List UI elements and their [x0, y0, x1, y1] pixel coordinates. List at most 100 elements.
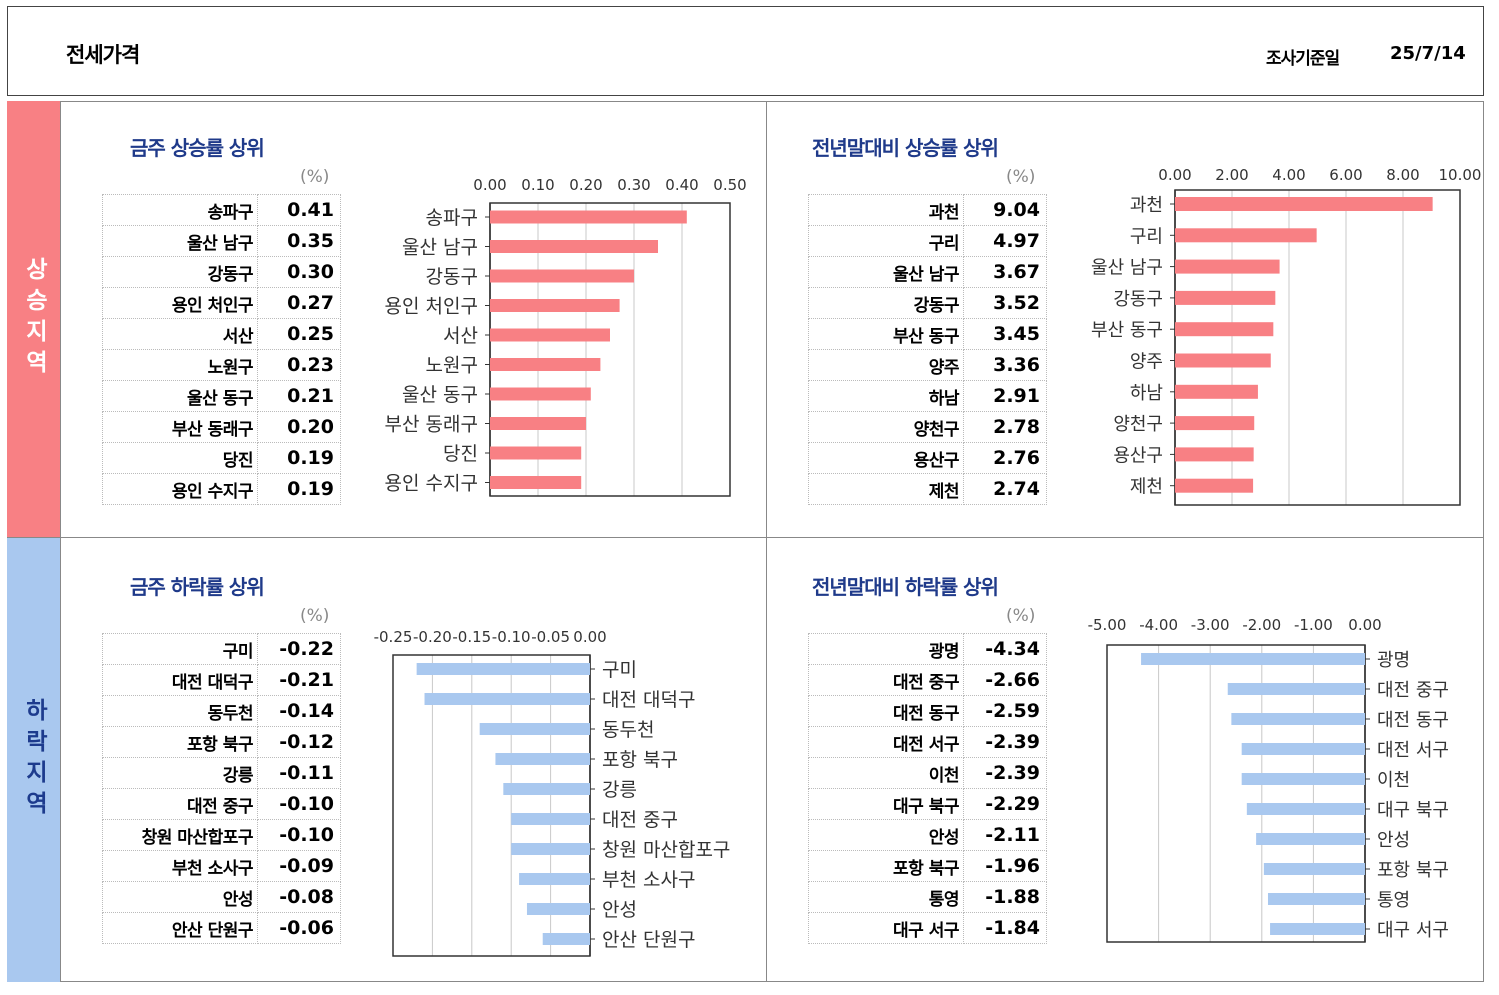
bar [511, 813, 590, 825]
ytd-rise-title: 전년말대비 상승률 상위 [812, 136, 999, 160]
category-label: 광명 [1377, 650, 1410, 671]
category-label: 안성 [602, 899, 637, 921]
table-row: 대구 서구 -1.84 [808, 912, 1047, 944]
tick-label: 6.00 [1329, 166, 1362, 184]
rate-value: -2.39 [963, 757, 1047, 789]
table-row: 대전 중구 -2.66 [808, 664, 1047, 696]
tick-label: 0.00 [1348, 616, 1381, 634]
category-label: 양주 [1130, 352, 1163, 373]
table-row: 강동구 0.30 [102, 256, 341, 288]
region-name: 통영 [808, 881, 964, 913]
rate-value: 2.91 [963, 380, 1047, 412]
table-row: 용인 수지구 0.19 [102, 473, 341, 505]
weekly-fall-table: 구미 -0.22 대전 대덕구 -0.21 동두천 -0.14 포항 북구 -0.12 강릉 -0… [102, 633, 341, 944]
rate-value: 0.41 [257, 194, 341, 226]
survey-date-label: 조사기준일 [1266, 49, 1340, 69]
bar [490, 240, 658, 253]
tick-label: -4.00 [1139, 616, 1178, 634]
unit-label: (%) [1006, 167, 1036, 187]
region-name: 울산 남구 [808, 256, 964, 288]
category-label: 포항 북구 [602, 749, 678, 771]
category-label: 안산 단원구 [602, 929, 695, 951]
category-label: 울산 남구 [1091, 258, 1163, 279]
vertical-divider [766, 101, 767, 982]
category-label: 강동구 [426, 266, 478, 288]
category-label: 양천구 [1113, 414, 1163, 435]
bar [490, 299, 620, 312]
bar [490, 328, 610, 342]
region-name: 당진 [102, 442, 258, 474]
bar [1246, 803, 1365, 815]
category-label: 구미 [602, 659, 637, 681]
rate-value: -0.14 [257, 695, 341, 727]
bar [490, 358, 601, 371]
tick-label: -5.00 [1088, 616, 1127, 634]
table-row: 안성 -2.11 [808, 819, 1047, 851]
rate-value: -0.21 [257, 664, 341, 696]
survey-date: 25/7/14 [1390, 43, 1466, 64]
category-label: 대구 북구 [1377, 800, 1449, 821]
rate-value: -0.08 [257, 881, 341, 913]
rate-value: -1.96 [963, 850, 1047, 882]
tick-label: 8.00 [1386, 166, 1419, 184]
ytd-fall-table: 광명 -4.34 대전 중구 -2.66 대전 동구 -2.59 대전 서구 -2.39 이천 -… [808, 633, 1047, 944]
falling-region-label: 하락지역 [21, 697, 47, 822]
region-name: 용인 처인구 [102, 287, 258, 319]
category-label: 포항 북구 [1377, 860, 1449, 881]
header: 전세가격 조사기준일 25/7/14 [7, 6, 1484, 96]
tick-label: -0.25 [374, 628, 413, 646]
table-row: 대전 대덕구 -0.21 [102, 664, 341, 696]
region-name: 구미 [102, 633, 258, 665]
table-row: 하남 2.91 [808, 380, 1047, 412]
rate-value: 3.67 [963, 256, 1047, 288]
category-label: 부천 소사구 [602, 869, 695, 891]
tick-label: -3.00 [1191, 616, 1230, 634]
rate-value: 0.30 [257, 256, 341, 288]
table-row: 구리 4.97 [808, 225, 1047, 257]
rate-value: 3.36 [963, 349, 1047, 381]
category-label: 강동구 [1113, 289, 1163, 310]
bar [1141, 653, 1365, 665]
region-name: 강동구 [808, 287, 964, 319]
category-label: 용인 수지구 [385, 473, 478, 495]
bar [424, 693, 590, 705]
unit-label: (%) [300, 606, 330, 626]
category-label: 과천 [1130, 195, 1163, 216]
table-row: 포항 북구 -1.96 [808, 850, 1047, 882]
category-label: 용산구 [1113, 445, 1163, 466]
bar [1175, 353, 1271, 368]
tick-label: -1.00 [1294, 616, 1333, 634]
table-row: 창원 마산합포구 -0.10 [102, 819, 341, 851]
region-name: 창원 마산합포구 [102, 819, 258, 851]
region-name: 노원구 [102, 349, 258, 381]
region-name: 안성 [808, 819, 964, 851]
region-name: 제천 [808, 473, 964, 505]
bar [1175, 197, 1433, 211]
weekly-rise-table: 송파구 0.41 울산 남구 0.35 강동구 0.30 용인 처인구 0.27 서산 0.25 노… [102, 194, 341, 505]
bar [1256, 833, 1365, 845]
region-name: 울산 동구 [102, 380, 258, 412]
category-label: 울산 동구 [402, 384, 478, 406]
region-name: 용인 수지구 [102, 473, 258, 505]
bar [490, 476, 582, 489]
category-label: 노원구 [426, 355, 478, 377]
rate-value: 2.78 [963, 411, 1047, 443]
region-name: 대전 서구 [808, 726, 964, 758]
rising-region-band: 상승지역 [7, 101, 61, 537]
table-row: 포항 북구 -0.12 [102, 726, 341, 758]
rate-value: 2.74 [963, 473, 1047, 505]
rate-value: -2.59 [963, 695, 1047, 727]
ytd-rise-table: 과천 9.04 구리 4.97 울산 남구 3.67 강동구 3.52 부산 동구 3.45 양주 3… [808, 194, 1047, 505]
region-name: 대구 서구 [808, 912, 964, 944]
table-row: 부산 동래구 0.20 [102, 411, 341, 443]
region-name: 포항 북구 [808, 850, 964, 882]
tick-label: 0.40 [665, 176, 698, 194]
rate-value: -1.88 [963, 881, 1047, 913]
bar [1175, 478, 1254, 493]
table-row: 통영 -1.88 [808, 881, 1047, 913]
bar [1175, 290, 1276, 305]
unit-label: (%) [300, 167, 330, 187]
table-row: 대전 중구 -0.10 [102, 788, 341, 820]
region-name: 광명 [808, 633, 964, 665]
bar [1241, 773, 1365, 785]
